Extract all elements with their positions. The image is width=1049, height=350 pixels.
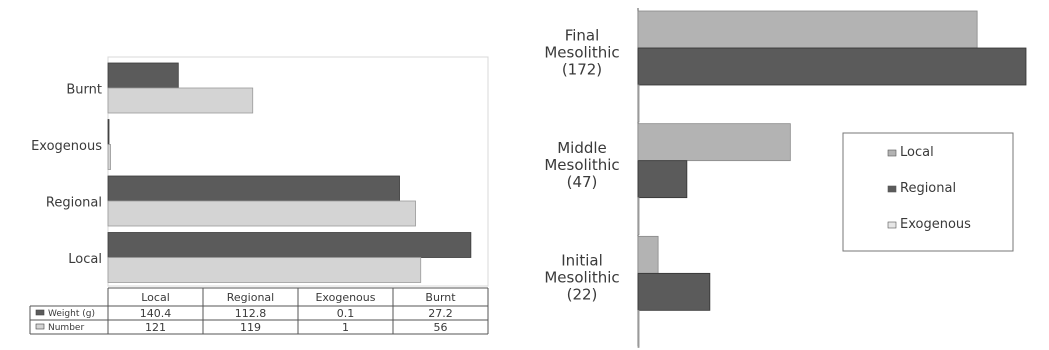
period-label-line: Mesolithic <box>544 156 619 174</box>
category-label-exogenous: Exogenous <box>31 139 102 154</box>
category-label-local: Local <box>68 252 102 267</box>
period-label-line: Final <box>565 26 600 44</box>
table-value: 56 <box>434 321 448 334</box>
table-value: 140.4 <box>140 307 172 320</box>
bar-number-burnt <box>107 87 254 114</box>
legend-box <box>842 132 1014 252</box>
period-label-line: Middle <box>557 139 607 157</box>
bar-exogenous-1 <box>637 197 640 236</box>
bar-number-exogenous <box>107 144 111 170</box>
table-value: 0.1 <box>337 307 355 320</box>
table-legend-label: Weight (g) <box>48 309 95 319</box>
bar-local-0 <box>637 10 978 49</box>
legend-label-exogenous: Exogenous <box>900 217 971 232</box>
left-chart: Local Regional Exogenous Burnt Local Regional… <box>29 56 489 335</box>
bar-weight-regional <box>107 175 400 202</box>
table-value: 119 <box>240 321 261 334</box>
bar-regional-2 <box>637 272 711 311</box>
legend-label-regional: Regional <box>900 181 956 196</box>
table-value: 112.8 <box>235 307 267 320</box>
bar-local-1 <box>637 123 791 162</box>
table-header-regional: Regional <box>227 291 274 304</box>
legend-swatch-local <box>887 149 897 157</box>
bar-local-2 <box>637 235 659 274</box>
table-header-exogenous: Exogenous <box>315 291 375 304</box>
period-label-line: (47) <box>567 173 598 191</box>
category-label-burnt: Burnt <box>66 82 102 97</box>
table-legend-swatch <box>35 323 45 330</box>
period-label-line: (22) <box>567 286 598 304</box>
table-header-local: Local <box>141 291 170 304</box>
bar-number-regional <box>107 200 416 227</box>
bar-number-local <box>107 257 422 283</box>
legend-swatch-regional <box>887 185 897 193</box>
category-label-regional: Regional <box>46 195 102 210</box>
table-value: 1 <box>342 321 349 334</box>
bar-exogenous-2 <box>637 309 640 348</box>
period-label-line: Mesolithic <box>544 269 619 287</box>
table-legend-swatch <box>35 309 45 316</box>
legend-swatch-exogenous <box>887 221 897 229</box>
period-label-line: Mesolithic <box>544 43 619 61</box>
bar-exogenous-0 <box>637 84 640 123</box>
period-label-line: Initial <box>561 252 603 270</box>
table-value: 27.2 <box>428 307 453 320</box>
plot-area <box>107 56 489 287</box>
bar-weight-local <box>107 232 472 258</box>
table-header-burnt: Burnt <box>425 291 456 304</box>
bar-regional-0 <box>637 47 1027 86</box>
table-value: 121 <box>145 321 166 334</box>
period-label-line: (172) <box>562 60 602 78</box>
bar-regional-1 <box>637 160 688 199</box>
table-legend-label: Number <box>48 323 84 333</box>
bar-weight-burnt <box>107 62 179 89</box>
bar-weight-exogenous <box>107 119 110 145</box>
legend-label-local: Local <box>900 145 934 160</box>
